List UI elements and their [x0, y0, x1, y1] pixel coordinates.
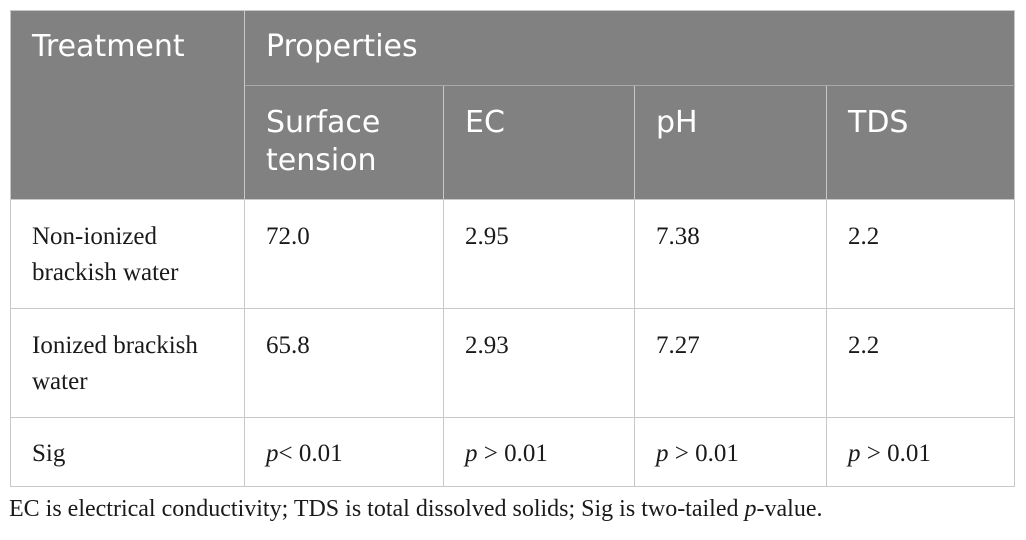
table-footnote: EC is electrical conductivity; TDS is to…	[9, 493, 822, 525]
sig-value: > 0.01	[477, 440, 548, 467]
table-row: Non-ionized brackish water 72.0 2.95 7.3…	[10, 199, 1015, 309]
row-treatment: Non-ionized brackish water	[10, 199, 245, 309]
p-symbol: p	[656, 440, 669, 467]
cell-ec: 2.93	[443, 308, 635, 418]
cell-ec: 2.95	[443, 199, 635, 309]
cell-tds: 2.2	[826, 308, 1015, 418]
p-symbol: p	[848, 440, 861, 467]
header-ec: EC	[443, 85, 635, 200]
row-treatment: Ionized brackish water	[10, 308, 245, 418]
cell-sig-surface-tension: p< 0.01	[244, 417, 444, 487]
cell-sig-ec: p > 0.01	[443, 417, 635, 487]
table-row: Ionized brackish water 65.8 2.93 7.27 2.…	[10, 308, 1015, 418]
header-ph: pH	[634, 85, 827, 200]
row-sig-label: Sig	[10, 417, 245, 487]
sig-value: > 0.01	[860, 440, 931, 467]
cell-tds: 2.2	[826, 199, 1015, 309]
cell-surface-tension: 72.0	[244, 199, 444, 309]
cell-sig-ph: p > 0.01	[634, 417, 827, 487]
header-treatment: Treatment	[10, 10, 245, 200]
sig-value: > 0.01	[668, 440, 739, 467]
cell-ph: 7.27	[634, 308, 827, 418]
footnote-text: EC is electrical conductivity; TDS is to…	[9, 496, 745, 522]
header-tds: TDS	[826, 85, 1015, 200]
cell-surface-tension: 65.8	[244, 308, 444, 418]
footnote-text-end: -value.	[756, 496, 823, 522]
cell-sig-tds: p > 0.01	[826, 417, 1015, 487]
table-row-sig: Sig p< 0.01 p > 0.01 p > 0.01 p > 0.01	[10, 417, 1015, 487]
header-properties: Properties	[244, 10, 1015, 86]
properties-table: Treatment Properties Surface tension EC …	[10, 10, 1015, 487]
p-symbol: p	[465, 440, 478, 467]
header-surface-tension: Surface tension	[244, 85, 444, 200]
cell-ph: 7.38	[634, 199, 827, 309]
footnote-p-symbol: p	[744, 496, 757, 522]
p-symbol: p	[266, 440, 279, 467]
sig-value: < 0.01	[278, 440, 343, 467]
